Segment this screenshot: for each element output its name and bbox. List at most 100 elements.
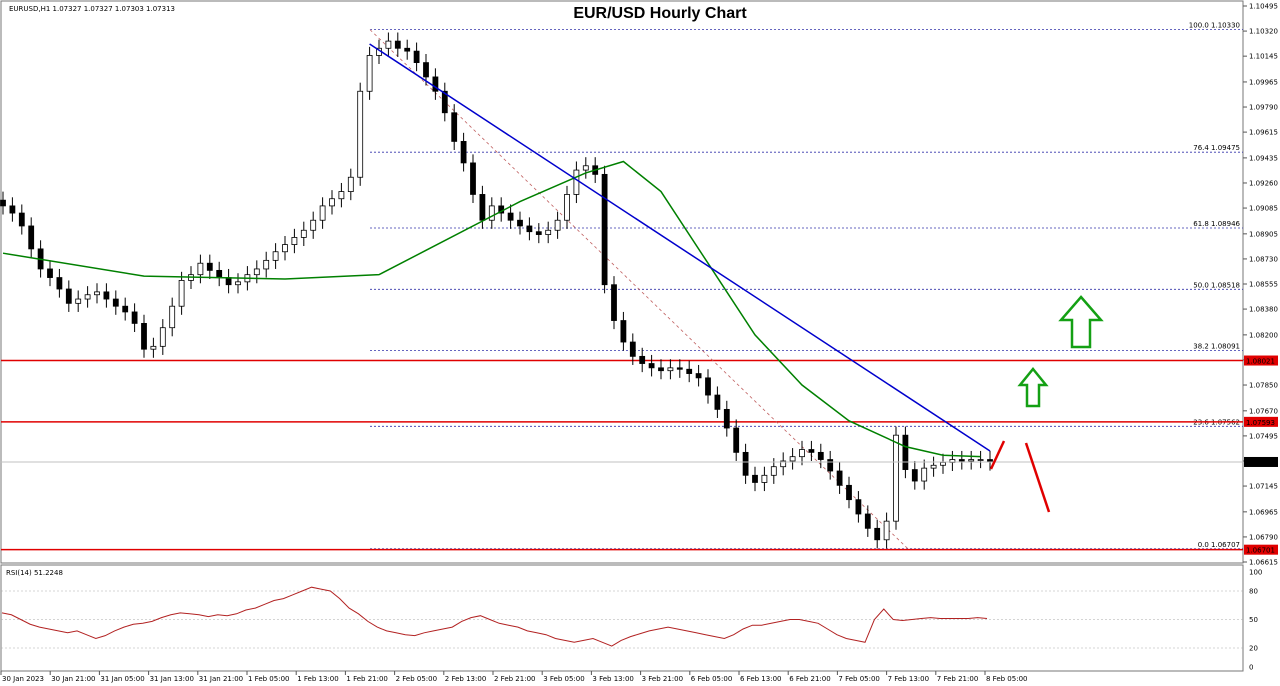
bull-candle	[940, 462, 946, 466]
bull-candle	[968, 459, 975, 462]
moving-average-line	[2, 160, 981, 458]
bear-candle	[658, 367, 664, 372]
bear-candle	[65, 288, 72, 304]
time-tick-label: 7 Feb 13:00	[888, 675, 929, 683]
bear-candle	[470, 162, 476, 195]
rsi-tick-label: 0	[1249, 664, 1253, 672]
symbol-header: EURUSD,H1 1.07327 1.07327 1.07303 1.0731…	[9, 5, 175, 13]
bull-candle	[789, 456, 796, 462]
time-tick-label: 31 Jan 05:00	[100, 675, 144, 683]
price-tick-label: 1.09615	[1249, 129, 1278, 137]
price-tags: 1.08021 1.07593 1.06701 1.07313	[1244, 355, 1278, 555]
time-tick-label: 31 Jan 13:00	[150, 675, 194, 683]
level-price-tag	[1244, 416, 1278, 427]
rsi-tick-label: 20	[1249, 645, 1258, 653]
bull-candle	[300, 229, 307, 238]
bear-candle	[733, 427, 740, 453]
price-tick-label: 1.09790	[1249, 104, 1278, 112]
bear-candle	[752, 474, 758, 483]
bear-candle	[18, 212, 25, 227]
bull-candle	[178, 280, 185, 307]
time-tick-label: 6 Feb 21:00	[789, 675, 830, 683]
level-price-tag	[1244, 544, 1278, 555]
bear-candle	[535, 231, 542, 235]
bear-candle	[451, 112, 458, 142]
bull-candle	[94, 291, 100, 296]
bear-candle	[0, 199, 6, 207]
bear-candle	[28, 225, 35, 250]
bear-candle	[441, 90, 448, 114]
large-up-arrow-icon	[1058, 295, 1104, 349]
bull-candle	[488, 205, 495, 221]
bear-candle	[413, 50, 420, 64]
bear-candle	[808, 449, 815, 453]
bear-candle	[112, 298, 119, 307]
bear-candle	[404, 47, 411, 52]
rsi-panel-frame	[0, 564, 1244, 672]
bear-candle	[714, 394, 721, 410]
small-up-arrow-icon	[1017, 367, 1049, 408]
fib-level-label: 76.4 1.09475	[1193, 144, 1240, 152]
time-tick-label: 2 Feb 21:00	[494, 675, 535, 683]
bear-candle	[817, 451, 824, 460]
rsi-tick-label: 50	[1249, 616, 1258, 624]
bull-candle	[883, 520, 890, 541]
fib-level-label: 50.0 1.08518	[1193, 281, 1240, 289]
bull-candle	[272, 251, 279, 261]
price-tick-label: 1.09965	[1249, 78, 1278, 86]
bounce-stroke	[989, 440, 1006, 470]
bear-candle	[206, 262, 213, 271]
price-tick-label: 1.07670	[1249, 407, 1278, 415]
bear-candle	[517, 219, 523, 227]
bull-candle	[770, 466, 777, 476]
level-price-tag	[1244, 355, 1278, 366]
bull-candle	[667, 367, 674, 372]
bull-candle	[253, 268, 260, 276]
time-tick-label: 2 Feb 13:00	[445, 675, 486, 683]
chart-title: EUR/USD Hourly Chart	[573, 5, 747, 22]
rsi-tick-label: 100	[1249, 569, 1262, 577]
bull-candle	[780, 460, 787, 468]
bear-candle	[686, 368, 693, 374]
price-tick-label: 1.06615	[1249, 559, 1278, 567]
rsi-label: RSI(14) 51.2248	[6, 569, 63, 577]
price-tick-label: 1.10320	[1249, 28, 1278, 36]
bear-candle	[676, 367, 683, 370]
price-tick-label: 1.07495	[1249, 432, 1278, 440]
bull-candle	[150, 345, 157, 350]
time-tick-label: 31 Jan 21:00	[199, 675, 243, 683]
fib-level-label: 100.0 1.10330	[1189, 22, 1240, 30]
bear-candle	[836, 470, 843, 486]
bull-candle	[75, 298, 82, 304]
price-tick-label: 1.08555	[1249, 281, 1278, 289]
bear-candle	[9, 205, 16, 214]
bear-candle	[122, 305, 129, 313]
bear-candle	[479, 194, 486, 221]
bull-candle	[573, 169, 580, 195]
bull-candle	[329, 198, 335, 207]
bull-candle	[930, 464, 937, 469]
time-tick-label: 1 Feb 05:00	[248, 675, 289, 683]
bear-candle	[432, 76, 439, 92]
bear-candle	[827, 459, 834, 472]
bull-candle	[582, 165, 589, 171]
fib-level-label: 38.2 1.08091	[1193, 342, 1240, 350]
main-chart-frame	[0, 0, 1244, 564]
time-tick-label: 7 Feb 21:00	[937, 675, 978, 683]
bear-candle	[56, 277, 63, 290]
bear-candle	[216, 269, 223, 278]
bear-candle	[846, 484, 852, 501]
bull-candle	[338, 191, 345, 200]
price-tick-label: 1.09085	[1249, 205, 1278, 213]
price-tick-label: 1.08200	[1249, 331, 1278, 339]
bear-candle	[705, 377, 711, 396]
bear-candle	[131, 311, 138, 324]
time-tick-label: 2 Feb 05:00	[396, 675, 437, 683]
bull-candle	[282, 244, 288, 253]
price-tick-label: 1.08380	[1249, 306, 1278, 314]
bearish-trend-line	[369, 43, 991, 452]
bull-candle	[357, 90, 364, 178]
time-tick-label: 1 Feb 13:00	[297, 675, 338, 683]
bull-candle	[799, 449, 805, 458]
price-tick-label: 1.06790	[1249, 533, 1278, 541]
